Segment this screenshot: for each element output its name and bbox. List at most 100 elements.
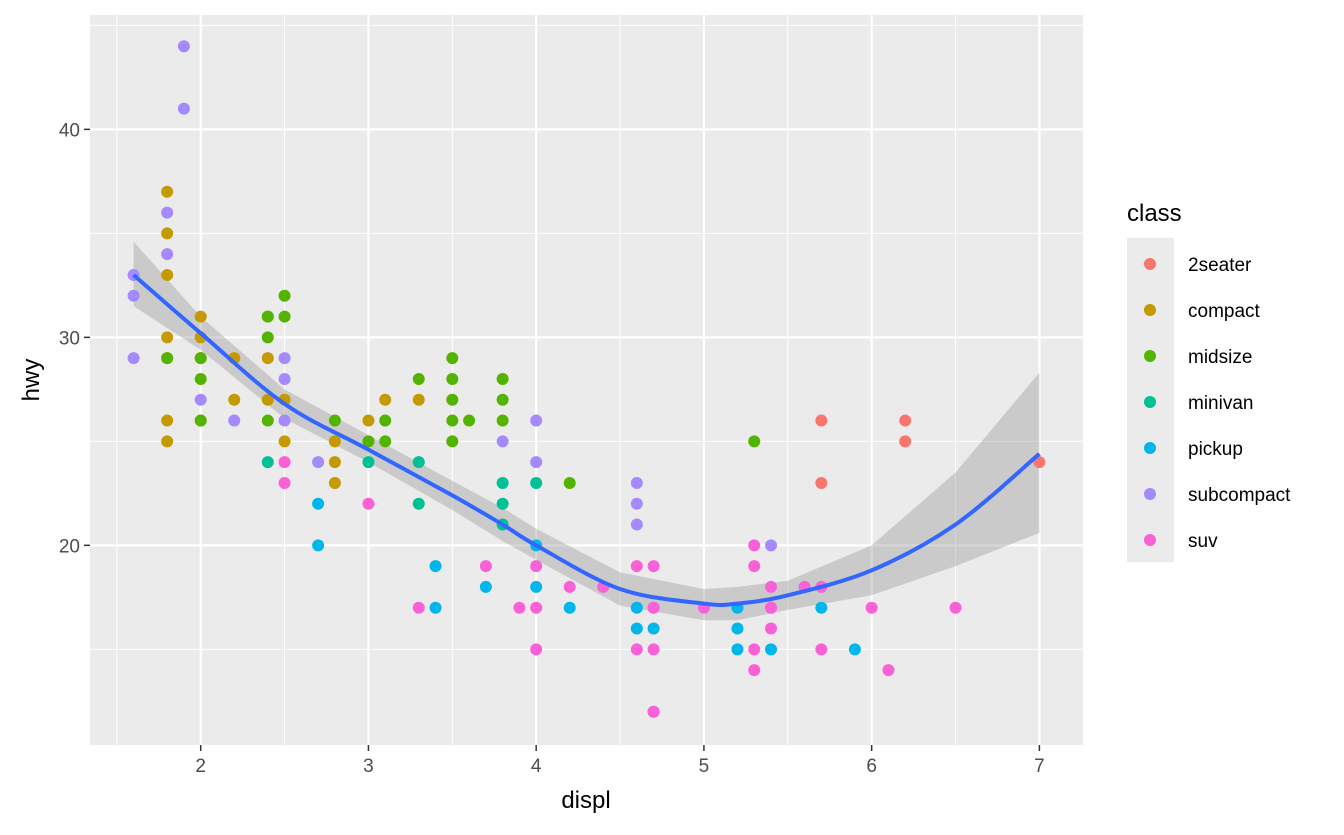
point-compact <box>328 456 341 469</box>
point-midsize <box>446 435 459 448</box>
point-suv <box>647 643 660 656</box>
point-subcompact <box>161 206 174 219</box>
point-midsize <box>261 414 274 427</box>
point-compact <box>161 227 174 240</box>
point-suv <box>815 643 828 656</box>
x-tick-label: 6 <box>866 756 877 777</box>
point-suv <box>865 601 878 614</box>
legend-key-minivan <box>1144 396 1156 408</box>
legend: class 2seater compact midsize minivan pickup… <box>1127 200 1291 562</box>
point-compact <box>328 435 341 448</box>
point-subcompact <box>312 456 325 469</box>
point-pickup <box>765 643 778 656</box>
point-compact <box>379 393 392 406</box>
point-suv <box>765 601 778 614</box>
legend-label-minivan: minivan <box>1188 393 1253 414</box>
point-suv <box>563 580 576 593</box>
legend-key-2seater <box>1144 258 1156 270</box>
point-compact <box>228 393 241 406</box>
point-midsize <box>194 372 207 385</box>
point-subcompact <box>177 40 190 53</box>
point-midsize <box>563 476 576 489</box>
point-suv <box>513 601 526 614</box>
point-midsize <box>278 310 291 323</box>
y-axis-label: hwy <box>18 359 45 402</box>
point-suv <box>530 601 543 614</box>
point-subcompact <box>278 352 291 365</box>
point-compact <box>161 185 174 198</box>
point-suv <box>278 456 291 469</box>
point-pickup <box>815 601 828 614</box>
point-minivan <box>530 476 543 489</box>
point-suv <box>882 664 895 677</box>
point-suv <box>647 705 660 718</box>
point-midsize <box>161 352 174 365</box>
point-subcompact <box>228 414 241 427</box>
point-suv <box>362 497 375 510</box>
point-pickup <box>848 643 861 656</box>
legend-label-compact: compact <box>1188 301 1261 322</box>
point-compact <box>412 393 425 406</box>
data-points <box>127 40 1046 718</box>
point-suv <box>530 643 543 656</box>
point-compact <box>261 393 274 406</box>
point-minivan <box>496 476 509 489</box>
point-subcompact <box>630 476 643 489</box>
legend-key-pickup <box>1144 442 1156 454</box>
point-pickup <box>647 622 660 635</box>
x-tick-label: 3 <box>363 756 374 777</box>
point-minivan <box>412 497 425 510</box>
point-compact <box>161 414 174 427</box>
point-midsize <box>261 310 274 323</box>
point-midsize <box>496 414 509 427</box>
point-subcompact <box>496 435 509 448</box>
x-tick-label: 2 <box>195 756 206 777</box>
point-compact <box>161 435 174 448</box>
point-suv <box>765 622 778 635</box>
point-suv <box>748 664 761 677</box>
legend-title: class <box>1127 200 1182 227</box>
point-midsize <box>328 414 341 427</box>
point-suv <box>412 601 425 614</box>
point-compact <box>328 476 341 489</box>
point-2seater <box>899 435 912 448</box>
point-suv <box>647 601 660 614</box>
point-subcompact <box>127 352 140 365</box>
point-suv <box>630 560 643 573</box>
point-subcompact <box>530 456 543 469</box>
legend-key-compact <box>1144 304 1156 316</box>
y-axis: 20 30 40 <box>59 120 90 557</box>
point-midsize <box>446 372 459 385</box>
point-minivan <box>412 456 425 469</box>
point-pickup <box>479 580 492 593</box>
point-pickup <box>731 643 744 656</box>
point-pickup <box>630 622 643 635</box>
legend-label-2seater: 2seater <box>1188 255 1252 276</box>
point-suv <box>748 539 761 552</box>
point-compact <box>194 310 207 323</box>
point-suv <box>479 560 492 573</box>
point-subcompact <box>630 518 643 531</box>
point-subcompact <box>278 414 291 427</box>
legend-key-midsize <box>1144 350 1156 362</box>
point-suv <box>630 643 643 656</box>
x-axis-label: displ <box>561 787 610 814</box>
point-minivan <box>261 456 274 469</box>
point-suv <box>530 560 543 573</box>
point-pickup <box>312 539 325 552</box>
point-midsize <box>362 435 375 448</box>
y-tick-label: 30 <box>59 328 80 349</box>
point-subcompact <box>530 414 543 427</box>
point-midsize <box>496 393 509 406</box>
point-midsize <box>412 372 425 385</box>
point-pickup <box>530 580 543 593</box>
y-tick-label: 40 <box>59 120 80 141</box>
point-minivan <box>496 497 509 510</box>
point-compact <box>362 414 375 427</box>
smooth-confidence-band <box>133 241 1040 621</box>
smooth-line <box>132 273 1041 608</box>
point-midsize <box>261 331 274 344</box>
point-midsize <box>194 414 207 427</box>
point-midsize <box>446 414 459 427</box>
